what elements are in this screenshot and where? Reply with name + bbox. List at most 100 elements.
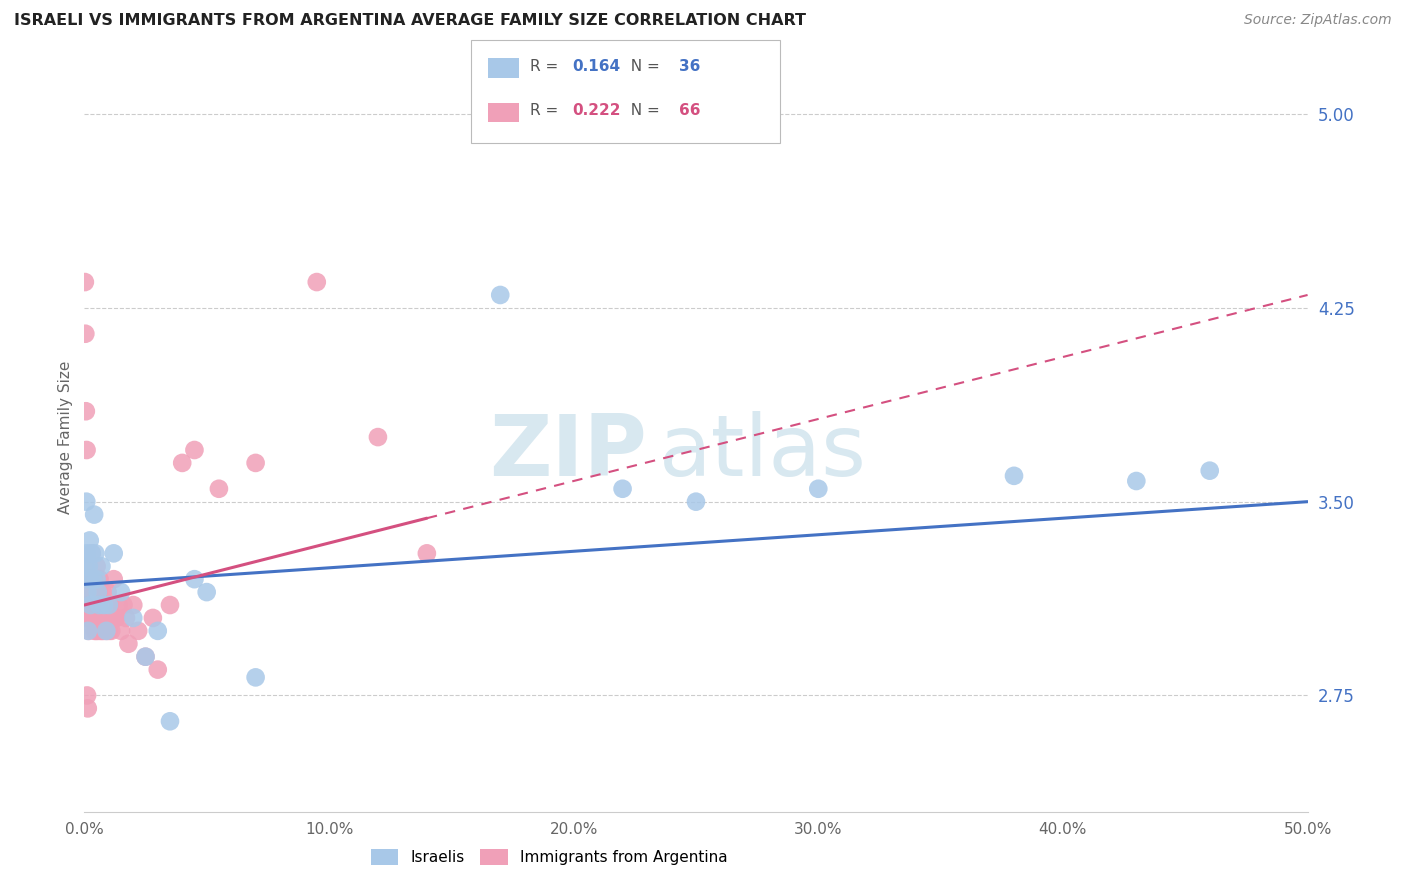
Point — [1198, 464, 1220, 478]
Point — [100, 624, 122, 638]
Point — [75, 585, 97, 599]
Point — [107, 598, 129, 612]
Point — [110, 624, 132, 638]
Point — [612, 482, 634, 496]
Point — [86, 598, 108, 612]
Point — [79, 598, 101, 612]
Point — [87, 624, 110, 638]
Point — [93, 611, 115, 625]
Text: R =: R = — [530, 103, 564, 118]
Point — [82, 572, 104, 586]
Point — [208, 482, 231, 496]
Point — [195, 585, 218, 599]
Point — [122, 598, 145, 612]
Point — [93, 624, 115, 638]
Point — [76, 546, 98, 560]
Text: 0.164: 0.164 — [572, 59, 620, 73]
Text: 66: 66 — [679, 103, 700, 118]
Point — [245, 670, 267, 684]
Point — [93, 598, 115, 612]
Point — [75, 326, 97, 341]
Text: N =: N = — [621, 59, 665, 73]
Point — [172, 456, 194, 470]
Point — [117, 637, 139, 651]
Point — [807, 482, 830, 496]
Point — [83, 624, 105, 638]
Point — [86, 572, 108, 586]
Point — [159, 598, 181, 612]
Point — [105, 611, 128, 625]
Text: Source: ZipAtlas.com: Source: ZipAtlas.com — [1244, 13, 1392, 28]
Point — [305, 275, 328, 289]
Point — [76, 559, 98, 574]
Point — [83, 508, 105, 522]
Point — [84, 624, 107, 638]
Point — [77, 559, 100, 574]
Point — [90, 598, 112, 612]
Point — [80, 546, 103, 560]
Point — [91, 585, 114, 599]
Text: N =: N = — [621, 103, 665, 118]
Point — [76, 442, 98, 457]
Text: ISRAELI VS IMMIGRANTS FROM ARGENTINA AVERAGE FAMILY SIZE CORRELATION CHART: ISRAELI VS IMMIGRANTS FROM ARGENTINA AVE… — [14, 13, 806, 29]
Point — [75, 559, 97, 574]
Point — [367, 430, 389, 444]
Y-axis label: Average Family Size: Average Family Size — [58, 360, 73, 514]
Point — [77, 572, 100, 586]
Point — [685, 494, 707, 508]
Point — [159, 714, 181, 729]
Point — [97, 598, 120, 612]
Text: 36: 36 — [679, 59, 700, 73]
Point — [87, 585, 110, 599]
Point — [82, 598, 104, 612]
Point — [73, 275, 96, 289]
Point — [75, 494, 97, 508]
Point — [83, 611, 105, 625]
Text: atlas: atlas — [659, 410, 868, 493]
Point — [97, 624, 120, 638]
Text: ZIP: ZIP — [489, 410, 647, 493]
Point — [183, 442, 205, 457]
Point — [90, 611, 112, 625]
Point — [103, 572, 125, 586]
Point — [135, 649, 157, 664]
Point — [87, 598, 110, 612]
Point — [146, 624, 169, 638]
Point — [98, 598, 121, 612]
Point — [76, 585, 98, 599]
Point — [86, 559, 108, 574]
Point — [82, 585, 104, 599]
Point — [96, 624, 118, 638]
Point — [76, 689, 98, 703]
Text: 0.222: 0.222 — [572, 103, 620, 118]
Point — [77, 611, 100, 625]
Point — [77, 624, 100, 638]
Point — [127, 624, 149, 638]
Point — [77, 598, 100, 612]
Point — [89, 572, 111, 586]
Point — [84, 546, 107, 560]
Point — [1125, 474, 1147, 488]
Point — [112, 598, 135, 612]
Point — [183, 572, 205, 586]
Point — [75, 404, 97, 418]
Point — [75, 611, 97, 625]
Point — [110, 585, 132, 599]
Text: R =: R = — [530, 59, 564, 73]
Point — [77, 624, 100, 638]
Point — [416, 546, 439, 560]
Point — [83, 572, 105, 586]
Legend: Israelis, Immigrants from Argentina: Israelis, Immigrants from Argentina — [364, 843, 734, 871]
Point — [89, 624, 111, 638]
Point — [76, 598, 98, 612]
Point — [87, 598, 110, 612]
Point — [489, 288, 512, 302]
Point — [79, 533, 101, 548]
Point — [101, 611, 124, 625]
Point — [135, 649, 157, 664]
Point — [94, 598, 117, 612]
Point — [75, 572, 97, 586]
Point — [87, 585, 110, 599]
Point — [80, 611, 103, 625]
Point — [103, 546, 125, 560]
